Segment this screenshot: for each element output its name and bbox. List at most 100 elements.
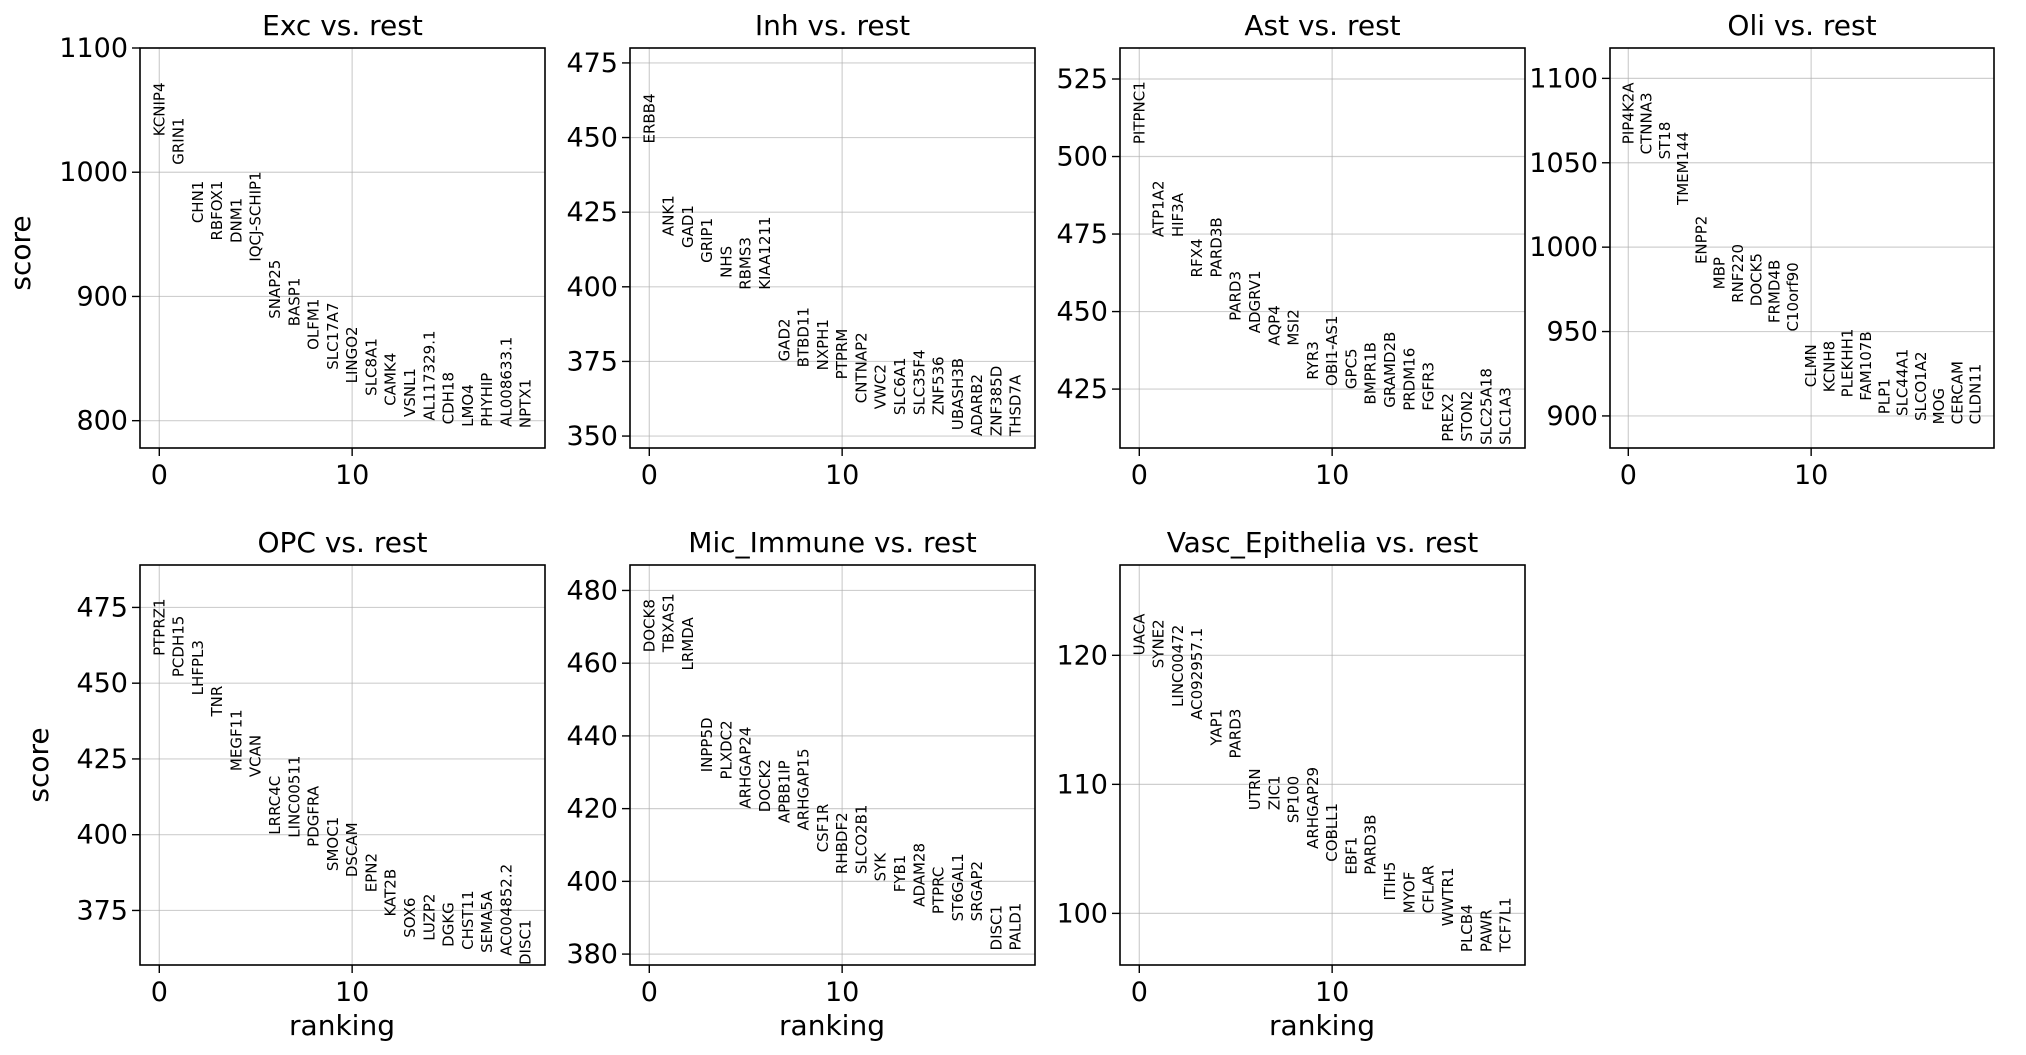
y-tick-label: 950 <box>1546 317 1598 348</box>
gene-label: WWTR1 <box>1439 867 1457 926</box>
gene-label: DOCK8 <box>640 599 658 652</box>
y-tick-label: 475 <box>566 48 618 79</box>
y-tick-label: 450 <box>1056 297 1108 328</box>
y-tick-label: 1100 <box>59 33 128 64</box>
plot-frame <box>139 47 546 449</box>
gene-label: SLC6A1 <box>891 357 909 415</box>
gene-label: DGKG <box>440 902 458 947</box>
panel-1: 0 10 800 900 1000 1100 Exc vs. rest KCNIP4GRIN1… <box>59 9 546 491</box>
gene-label: MOG <box>1930 388 1948 424</box>
panel-title: Exc vs. rest <box>262 9 423 42</box>
gene-label: NXPH1 <box>814 319 832 370</box>
figure-xlabel-2: ranking <box>779 1009 885 1042</box>
gene-label: AC092957.1 <box>1188 628 1206 720</box>
y-tick-label: 460 <box>566 648 618 679</box>
gene-label: VCAN <box>247 735 265 777</box>
gene-label: PARD3 <box>1227 709 1245 759</box>
panel-3: 0 10 425 450 475 500 525 Ast vs. rest PITPNC1 ATP… <box>1056 9 1526 491</box>
y-tick-label: 400 <box>76 820 128 851</box>
gene-label: SLC35F4 <box>910 350 928 416</box>
gene-label: PIP4K2A <box>1619 82 1637 144</box>
y-tick-label: 480 <box>566 575 618 606</box>
gene-label: OBI1-AS1 <box>1323 316 1341 386</box>
gene-label: PREX2 <box>1439 393 1457 442</box>
gene-label: RBMS3 <box>737 237 755 290</box>
gene-label: ADGRV1 <box>1246 270 1264 333</box>
gene-label: CHST11 <box>459 890 477 950</box>
gene-label: FGFR3 <box>1420 362 1438 411</box>
gene-label: RFX4 <box>1188 239 1206 278</box>
gene-label: LINGO2 <box>343 326 361 383</box>
gene-label: C10orf90 <box>1784 262 1802 331</box>
gene-label: THSD7A <box>1007 374 1025 437</box>
gene-label: LINC00511 <box>285 756 303 838</box>
y-tick-label: 1000 <box>1529 232 1598 263</box>
gene-label: CDH18 <box>440 372 458 424</box>
panel-2: 0 10 350 375 400 425 450 475 Inh vs. rest ERBB4 AN… <box>566 9 1036 491</box>
gene-label: AL117329.1 <box>420 330 438 420</box>
gene-label: YAP1 <box>1207 709 1225 747</box>
gene-label: SYNE2 <box>1150 619 1168 668</box>
gene-label: MEGF11 <box>227 709 245 771</box>
gene-label: TNR <box>208 686 226 718</box>
gene-label: IQCJ-SCHIP1 <box>247 171 265 261</box>
gene-label: VWC2 <box>872 364 890 409</box>
gene-label: NPTX1 <box>517 379 535 428</box>
gene-label: PTPRM <box>833 329 851 380</box>
gene-label: KAT2B <box>382 869 400 917</box>
x-tick-label: 0 <box>151 977 168 1008</box>
gene-label: PTPRZ1 <box>150 598 168 656</box>
y-tick-label: 110 <box>1056 769 1108 800</box>
panel-title: Vasc_Epithelia vs. rest <box>1167 526 1479 559</box>
gene-label: SLCO2B1 <box>852 805 870 875</box>
x-tick-label: 0 <box>1131 977 1148 1008</box>
gene-label: SLC44A1 <box>1894 349 1912 416</box>
gene-label: AL008633.1 <box>497 337 515 427</box>
x-tick-label: 0 <box>641 460 658 491</box>
gene-label: GRIP1 <box>698 218 716 263</box>
panel-title: Ast vs. rest <box>1244 9 1400 42</box>
gene-label: PAWR <box>1477 909 1495 952</box>
y-tick-label: 440 <box>566 721 618 752</box>
gene-label: ARHGAP15 <box>795 748 813 830</box>
gene-label: ST6GAL1 <box>949 853 967 921</box>
x-tick-label: 0 <box>641 977 658 1008</box>
gene-label: PHYHIP <box>478 373 496 427</box>
y-tick-label: 475 <box>76 592 128 623</box>
figure-ylabel-top: score <box>4 215 37 290</box>
gene-label: SRGAP2 <box>968 861 986 921</box>
gene-label: SNAP25 <box>266 260 284 319</box>
y-tick-label: 800 <box>76 406 128 437</box>
panel-6: 0 10 380 400 420 440 460 480 Mic_Immune vs. rest… <box>566 526 1036 1008</box>
y-tick-label: 500 <box>1056 142 1108 173</box>
panel-5: 0 10 375 400 425 450 475 OPC vs. rest PTPRZ1 PCDH… <box>76 526 546 1008</box>
gene-label: GAD1 <box>679 205 697 248</box>
y-tick-label: 420 <box>566 794 618 825</box>
gene-label: ANK1 <box>660 195 678 236</box>
gene-label: GRIN1 <box>170 118 188 165</box>
gene-label: ADARB2 <box>968 374 986 436</box>
gene-label: BTBD11 <box>795 307 813 367</box>
gene-label: GAD2 <box>775 318 793 361</box>
gene-label: PLP1 <box>1875 378 1893 414</box>
gene-label: ADAM28 <box>910 843 928 907</box>
plot-frame <box>629 47 1036 449</box>
figure-ylabel-bottom: score <box>22 727 55 802</box>
gene-label: SMOC1 <box>324 817 342 871</box>
gene-label: TBXAS1 <box>660 593 678 653</box>
gene-label: ENPP2 <box>1692 216 1710 264</box>
gene-label: FAM107B <box>1857 331 1875 400</box>
gene-label: DISC1 <box>517 919 535 965</box>
gene-label: DISC1 <box>987 905 1005 951</box>
gene-label: TMEM144 <box>1674 132 1692 206</box>
gene-label: ERBB4 <box>640 93 658 143</box>
gene-label: AQP4 <box>1265 305 1283 345</box>
y-tick-label: 425 <box>76 744 128 775</box>
gene-label: DSCAM <box>343 822 361 877</box>
gene-label: AC004852.2 <box>497 864 515 956</box>
panel-4: 0 10 900 950 1000 1050 1100 Oli vs. rest PIP4K2A… <box>1529 9 1995 491</box>
gene-label: SLC17A7 <box>324 302 342 369</box>
x-tick-label: 10 <box>335 460 369 491</box>
gene-label: LRRC4C <box>266 776 284 835</box>
gene-label: KIAA1211 <box>756 216 774 289</box>
